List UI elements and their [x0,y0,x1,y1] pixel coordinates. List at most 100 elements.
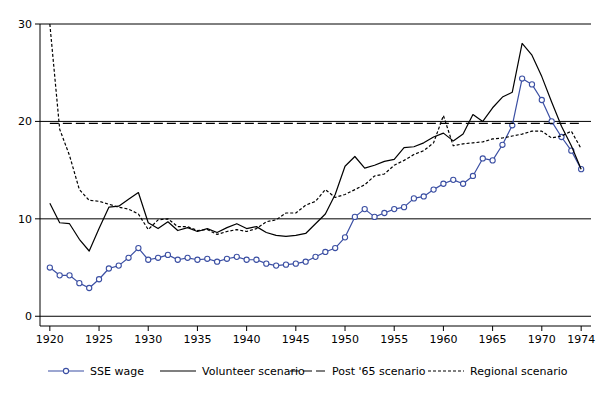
x-tick-label: 1970 [528,333,556,346]
series-marker [293,261,298,266]
series-marker [274,263,279,268]
series-marker [205,256,210,261]
series-line [50,24,581,234]
chart: 0 10 20 30 1920 1925 1930 1935 1940 1945 1950 1955 1… [0,0,601,401]
series-marker [155,255,160,260]
x-tick [99,326,100,331]
series-marker [116,263,121,268]
x-tick [197,326,198,331]
x-tick [246,326,247,331]
series-marker [67,273,72,278]
y-tick [35,218,40,219]
x-tick-label: 1920 [36,333,64,346]
series-marker [333,245,338,250]
y-tick-label: 20 [18,115,32,128]
y-axis [40,24,41,326]
x-tick [394,326,395,331]
series-marker [382,210,387,215]
x-tick-label: 1940 [233,333,261,346]
x-tick [492,326,493,331]
x-tick-label: 1965 [479,333,507,346]
x-tick [345,326,346,331]
x-tick [581,326,582,331]
series-marker [175,257,180,262]
legend-label: Post '65 scenario [332,365,426,378]
series-marker [96,277,101,282]
series-marker [57,273,62,278]
x-tick-label: 1930 [134,333,162,346]
x-tick-label: 1974 [567,333,595,346]
y-tick [35,24,40,25]
grid-line [40,24,591,25]
series-line [50,43,581,251]
series-marker [362,206,367,211]
series-marker [470,173,475,178]
series-marker [77,281,82,286]
series-marker [480,156,485,161]
series-marker [441,181,446,186]
y-tick-label: 0 [25,310,32,323]
series-marker [460,181,465,186]
series-marker [323,249,328,254]
series-marker [106,266,111,271]
x-tick-label: 1945 [282,333,310,346]
series-marker [411,196,416,201]
series-marker [401,205,406,210]
series-line [50,123,581,124]
series-marker [342,235,347,240]
series-line [50,79,581,288]
series-marker [87,285,92,290]
series-marker [313,254,318,259]
series-marker [185,255,190,260]
series-marker [520,76,525,81]
series-marker [421,194,426,199]
grid-line [40,316,591,317]
series-marker [303,259,308,264]
y-tick-label: 10 [18,213,32,226]
x-tick [49,326,50,331]
series-marker [490,158,495,163]
series-marker [529,82,534,87]
series-marker [579,167,584,172]
series-marker [165,252,170,257]
series-marker [215,259,220,264]
x-tick-label: 1925 [85,333,113,346]
series-marker [146,257,151,262]
legend-marker [63,368,68,373]
legend-label: Regional scenario [470,365,568,378]
series-marker [372,214,377,219]
x-tick-label: 1935 [183,333,211,346]
x-tick [541,326,542,331]
x-tick [443,326,444,331]
series-marker [224,256,229,261]
y-tick [35,316,40,317]
series-marker [539,97,544,102]
legend-swatch [290,370,326,371]
series-marker [283,262,288,267]
grid-line [40,121,591,122]
legend-label: Volunteer scenario [202,365,305,378]
x-tick-label: 1955 [380,333,408,346]
series-marker [352,214,357,219]
series-marker [47,265,52,270]
legend-swatch [160,370,196,371]
x-axis [40,326,591,327]
y-tick-label: 30 [18,18,32,31]
series-marker [195,257,200,262]
series-marker [136,245,141,250]
series-marker [244,257,249,262]
legend-swatch [428,370,464,371]
series-marker [264,261,269,266]
series-marker [451,177,456,182]
x-tick-label: 1950 [331,333,359,346]
legend-label: SSE wage [90,365,144,378]
series-marker [392,206,397,211]
series-marker [500,142,505,147]
x-tick [148,326,149,331]
legend: SSE wage Volunteer scenario Post '65 scena… [48,365,568,378]
series-marker [254,257,259,262]
x-tick-label: 1960 [429,333,457,346]
plot-area [47,24,584,291]
series-marker [431,187,436,192]
series-marker [234,254,239,259]
